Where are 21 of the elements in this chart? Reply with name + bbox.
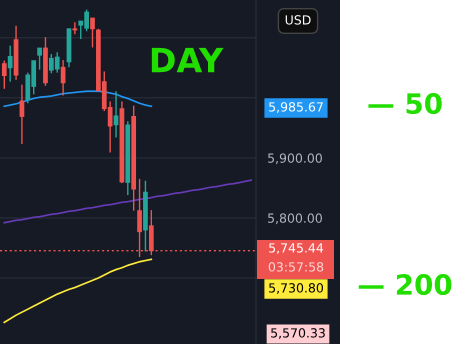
candlestick	[2, 60, 7, 90]
text: 5,985.67	[269, 102, 323, 113]
candlestick	[20, 84, 24, 145]
line-series	[3, 179, 252, 224]
candlestick	[37, 47, 42, 70]
candlestick	[90, 17, 95, 48]
text: 5,730.80	[269, 283, 323, 294]
candlestick	[72, 22, 78, 35]
text: — 50	[368, 93, 442, 114]
candlestick	[8, 44, 13, 82]
text: USD	[286, 15, 311, 25]
line-series	[3, 258, 152, 324]
text: 5,570.33	[271, 328, 325, 339]
candlestick	[60, 59, 66, 96]
annotation: DAY	[152, 48, 224, 72]
ref-line-label: 5,745.44	[269, 243, 324, 254]
text: 03:57:58	[268, 262, 324, 272]
y-tick-label: 5,800.00	[268, 213, 322, 224]
candlestick	[114, 90, 118, 138]
text: — 200	[358, 274, 452, 296]
y-tick-label: 5,900.00	[268, 153, 322, 164]
